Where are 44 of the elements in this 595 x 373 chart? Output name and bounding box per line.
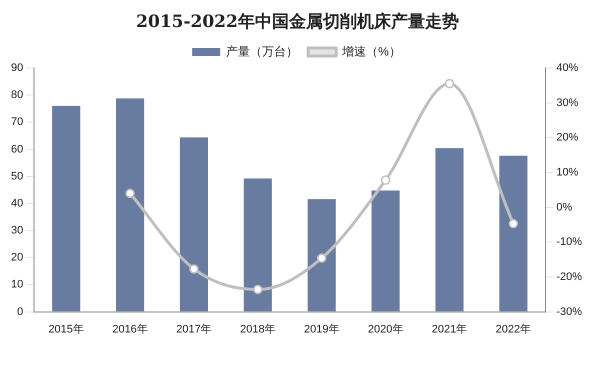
point [189,264,199,274]
y-tick-label: 60 [10,143,24,156]
point [508,218,518,228]
y-tick-label: 70 [10,116,24,128]
legend-label: 产量（万台） [226,44,298,58]
y-tick-label: 80 [10,89,24,102]
x-tick-label: 2019年 [304,323,340,336]
bar [244,178,272,312]
y2-tick-label: -20% [556,271,582,284]
x-tick-label: 2017年 [176,323,212,336]
y-tick-label: 20 [10,252,24,264]
y2-tick-label: 0% [556,201,572,214]
legend-label: 增速（%） [341,44,401,58]
bar [435,148,464,312]
point [444,78,454,88]
x-tick-label: 2022年 [496,323,532,336]
y2-tick-label: -10% [556,236,582,248]
bar [499,156,528,312]
bar [308,199,336,312]
y-tick-label: 0 [17,306,24,318]
y2-tick-label: 10% [556,166,579,179]
y2-tick-label: 40% [556,62,579,74]
bar [116,98,144,312]
y2-tick-label: 20% [556,132,579,144]
y-tick-label: 90 [10,62,24,74]
bar [180,137,208,312]
point [316,253,326,263]
x-tick-label: 2015年 [48,323,84,336]
point [380,175,390,185]
y-tick-label: 30 [10,224,24,237]
point [125,188,135,198]
y-tick-label: 50 [10,170,24,182]
y2-tick-label: -30% [556,306,582,318]
x-tick-label: 2018年 [240,323,276,336]
point [253,284,263,294]
y2-tick-label: 30% [556,96,579,109]
y-tick-label: 10 [10,278,24,291]
x-tick-label: 2020年 [368,323,404,336]
chart-title: 2015-2022年中国金属切削机床产量走势 [135,11,460,34]
y-tick-label: 40 [10,197,24,210]
bar [52,106,80,312]
bar [372,190,400,312]
x-tick-label: 2021年 [432,323,468,336]
x-tick-label: 2016年 [112,323,148,336]
